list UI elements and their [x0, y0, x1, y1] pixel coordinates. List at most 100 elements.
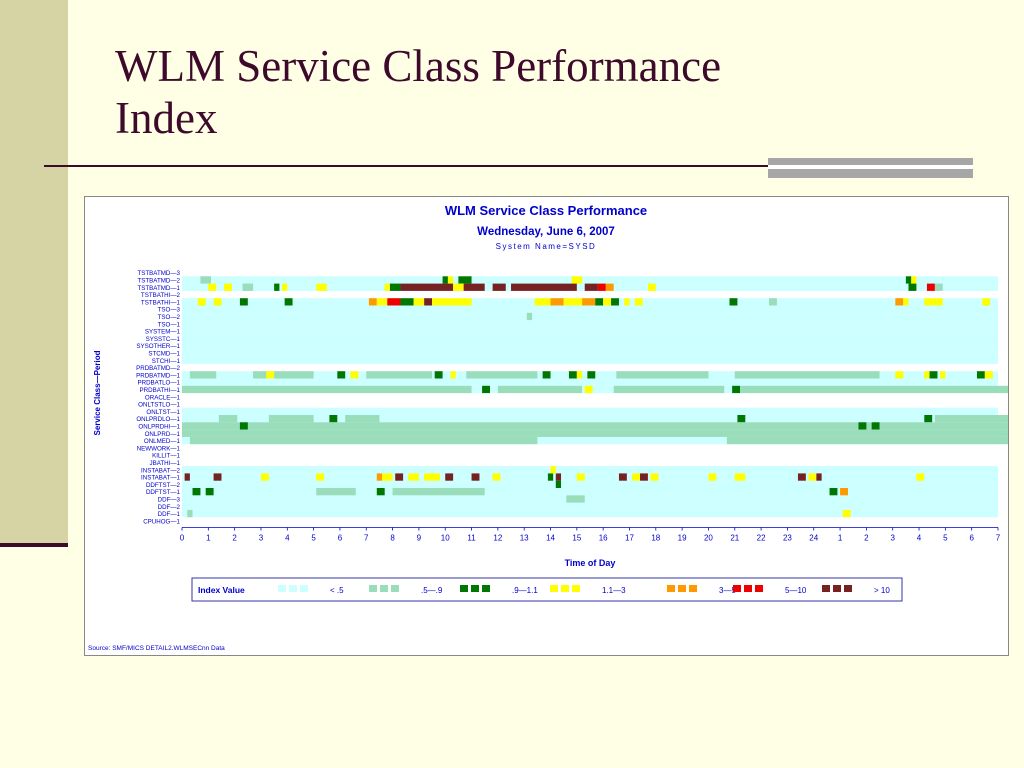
legend-label: > 10: [874, 586, 890, 595]
y-tick-label: TSTBATMD—1: [137, 285, 180, 292]
heatmap-cell: [640, 473, 648, 481]
legend-swatch: [733, 585, 741, 592]
heatmap-cell: [924, 371, 930, 379]
heatmap-cell: [858, 422, 867, 430]
heatmap-cell: [908, 283, 917, 291]
heatmap-cell: [497, 385, 583, 394]
heatmap-cell: [447, 276, 454, 284]
heatmap-cell: [224, 283, 233, 291]
heatmap-cell: [940, 371, 946, 379]
heatmap-cell: [632, 473, 641, 481]
x-tick-label: 12: [493, 534, 502, 543]
heatmap-cell: [634, 298, 643, 306]
heatmap-cell: [434, 371, 443, 379]
x-tick-label: 15: [572, 534, 581, 543]
heatmap-cell: [389, 283, 401, 291]
y-tick-label: NEWWORK—1: [137, 445, 181, 452]
legend-label: < .5: [330, 586, 344, 595]
x-tick-label: 6: [338, 534, 343, 543]
heatmap-cell: [239, 298, 248, 306]
heatmap-cell: [239, 422, 248, 430]
y-tick-label: ONLPRDLO—1: [136, 416, 180, 423]
legend-swatch: [822, 585, 830, 592]
heatmap-cell: [282, 283, 288, 291]
y-tick-label: TSTBATHI—1: [141, 299, 181, 306]
legend-swatch: [755, 585, 763, 592]
heatmap-cell: [471, 473, 480, 481]
band-row: [182, 480, 998, 488]
legend-swatch: [844, 585, 852, 592]
heatmap-cell: [445, 473, 454, 481]
heatmap-cell: [555, 480, 562, 488]
heatmap-cell: [734, 371, 880, 379]
x-tick-label: 5: [943, 534, 948, 543]
legend-swatch: [482, 585, 490, 592]
heatmap-cell: [450, 371, 456, 379]
y-tick-label: TSTBATMD—3: [137, 270, 180, 277]
heatmap-cell: [555, 473, 562, 481]
y-axis-label: Service Class—Period: [93, 350, 102, 435]
y-tick-label: DDFTST—2: [146, 482, 181, 489]
y-tick-label: TSO—2: [158, 314, 181, 321]
x-tick-label: 19: [678, 534, 687, 543]
y-tick-label: JBATHI—1: [150, 460, 181, 467]
heatmap-cell: [442, 276, 448, 284]
heatmap-cell: [189, 371, 217, 379]
legend-swatch: [561, 585, 569, 592]
heatmap-cell: [424, 298, 433, 306]
band-row: [182, 334, 998, 342]
heatmap-cell: [924, 415, 933, 423]
heatmap-cell: [218, 415, 238, 423]
heatmap-cell: [911, 276, 917, 284]
heatmap-cell: [192, 488, 201, 496]
chart-subtitle2: System Name=SYSD: [496, 242, 597, 251]
heatmap-cell: [905, 276, 912, 284]
heatmap-cell: [550, 298, 564, 306]
x-tick-label: 4: [285, 534, 290, 543]
slide-title-line1: WLM Service Class Performance: [115, 41, 722, 91]
heatmap-cell: [182, 385, 472, 394]
heatmap-cell: [563, 298, 583, 306]
legend-box: [191, 577, 903, 602]
y-tick-label: DDF—2: [158, 504, 181, 511]
heatmap-cell: [376, 488, 385, 496]
x-tick-label: 3: [259, 534, 264, 543]
heatmap-cell: [926, 283, 935, 291]
x-tick-label: 22: [757, 534, 766, 543]
heatmap-cell: [924, 298, 943, 306]
y-tick-label: SYSTEM—1: [145, 329, 181, 336]
legend-label: 1.1—3: [602, 586, 626, 595]
chart-title: WLM Service Class Performance: [445, 203, 647, 218]
heatmap-cell: [284, 298, 293, 306]
heatmap-cell: [242, 283, 254, 291]
heatmap-cell: [568, 371, 577, 379]
legend-swatch: [369, 585, 377, 592]
y-tick-label: DDFTST—1: [146, 489, 181, 496]
heatmap-cell: [197, 298, 206, 306]
heatmap-cell: [603, 298, 612, 306]
heatmap-cell: [316, 283, 327, 291]
x-tick-label: 9: [417, 534, 422, 543]
x-tick-label: 1: [206, 534, 211, 543]
heatmap-cell: [268, 415, 314, 423]
slide-title: WLM Service Class Performance Index: [115, 40, 915, 144]
chart-subtitle: Wednesday, June 6, 2007: [477, 226, 615, 238]
title-accent-stripe: [768, 165, 973, 169]
legend-swatch: [689, 585, 697, 592]
band-row: [182, 466, 998, 474]
y-tick-label: ONLTST—1: [146, 409, 180, 416]
heatmap-cell: [903, 298, 909, 306]
heatmap-cell: [316, 488, 356, 496]
legend-label: 3—5: [719, 586, 736, 595]
heatmap-cell: [584, 385, 593, 394]
x-tick-label: 7: [996, 534, 1001, 543]
y-tick-label: TSO—3: [158, 307, 181, 314]
band-row: [182, 320, 998, 328]
heatmap-cell: [768, 298, 777, 306]
heatmap-cells: [182, 276, 1022, 518]
band-row: [182, 342, 998, 350]
x-tick-label: 17: [625, 534, 634, 543]
x-tick-label: 1: [838, 534, 843, 543]
y-tick-label: STCMD—1: [148, 351, 180, 358]
heatmap-cell: [432, 298, 472, 306]
